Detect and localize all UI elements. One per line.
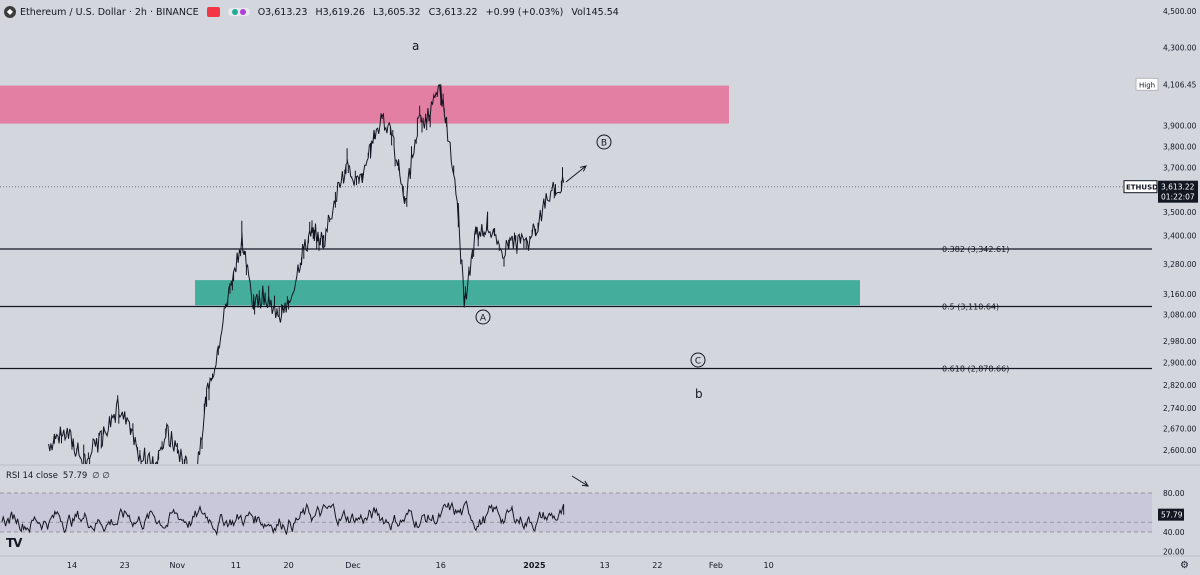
status-dots[interactable] (227, 8, 250, 16)
wave-B-label: B (601, 139, 607, 149)
wave-A-circle (475, 309, 491, 325)
high-value: H3,619.26 (315, 6, 365, 18)
price-tick-label: 3,500.00 (1163, 208, 1197, 217)
last-price-box (1158, 180, 1198, 203)
rsi-tick-label: 20.00 (1163, 548, 1185, 557)
price-tick-label: 3,160.00 (1163, 290, 1197, 299)
up-arrow (565, 165, 587, 183)
rsi-legend[interactable]: RSI 14 close 57.79 ∅ ∅ (6, 471, 110, 481)
countdown-label: 01:22:07 (1161, 193, 1195, 202)
rsi-band (0, 493, 1152, 532)
price-tick-label: 2,980.00 (1163, 337, 1197, 346)
price-tick-label: 3,080.00 (1163, 310, 1197, 319)
high-tag-label: High (1139, 81, 1155, 89)
rsi-tick-label: 80.00 (1163, 489, 1185, 498)
price-tick-label: 2,740.00 (1163, 404, 1197, 413)
settings-icon: ⚙ (1180, 560, 1189, 571)
price-tick-label: 2,820.00 (1163, 381, 1197, 390)
wave-a-label: a (412, 39, 419, 53)
rsi-line (1, 500, 565, 537)
time-tick-label: 23 (120, 561, 130, 570)
time-tick-label: 20 (283, 561, 293, 570)
rsi-name: RSI 14 close (6, 471, 58, 481)
ticker-tag-label: ETHUSD (1126, 184, 1158, 192)
rsi-tick-label: 40.00 (1163, 528, 1185, 537)
wave-A-label: A (480, 314, 487, 324)
market-open-icon (231, 9, 238, 15)
rsi-layer (1, 500, 565, 537)
price-tick-label: 3,800.00 (1163, 142, 1197, 151)
price-tick-label: 3,400.00 (1163, 231, 1197, 240)
fib-label: 0.382 (3,342.61) (942, 245, 1009, 254)
high-value-label: 4,106.45 (1163, 80, 1197, 89)
price-tick-label: 2,900.00 (1163, 359, 1197, 368)
time-tick-label: 10 (763, 561, 773, 570)
wave-B-circle (596, 134, 612, 150)
fib-levels-layer: 0.382 (3,342.61) 0.5 (3,110.64) 0.618 (2,8… (0, 186, 1152, 374)
support-zone (195, 280, 860, 306)
price-series-layer (48, 84, 565, 464)
wave-b-label: b (695, 387, 703, 401)
share-icon (239, 9, 246, 15)
tradingview-logo[interactable]: TV (6, 536, 23, 550)
low-value: L3,605.32 (373, 6, 421, 18)
time-tick-label: 2025 (523, 561, 546, 570)
rsi-arrow (571, 475, 589, 487)
price-series-line (48, 84, 565, 464)
time-tick-label: 14 (67, 561, 77, 570)
flag-icon[interactable] (206, 7, 220, 17)
change-value: +0.99 (+0.03%) (485, 6, 564, 18)
wave-C-label: C (695, 357, 701, 367)
time-tick-label: 11 (231, 561, 241, 570)
price-tick-label: 4,500.00 (1163, 7, 1197, 16)
price-tick-label: 3,700.00 (1163, 164, 1197, 173)
price-tick-label: 4,300.00 (1163, 43, 1197, 52)
rsi-arrow-head (581, 480, 589, 487)
fib-label: 0.5 (3,110.64) (942, 303, 999, 312)
time-tick-label: 16 (436, 561, 446, 570)
high-tag-box (1135, 77, 1159, 91)
time-tick-label: Nov (170, 561, 186, 570)
fib-label: 0.618 (2,878.66) (942, 365, 1009, 374)
price-tick-label: 2,670.00 (1163, 425, 1197, 434)
price-tick-label: 3,280.00 (1163, 260, 1197, 269)
annotations-layer: a b A B C (412, 39, 706, 487)
chart-header: ◆ Ethereum / U.S. Dollar · 2h · BINANCE … (4, 3, 624, 21)
volume-value: Vol145.54 (571, 6, 619, 18)
time-tick-label: Feb (709, 561, 723, 570)
price-tick-label: 3,900.00 (1163, 122, 1197, 131)
ethereum-icon: ◆ (4, 6, 16, 18)
axes-layer: 4,500.00 4,300.00 3,900.00 3,800.00 3,700.00… (0, 7, 1200, 571)
ticker-tag-box (1123, 180, 1158, 194)
rsi-value: 57.79 (62, 471, 88, 481)
open-value: O3,613.23 (257, 6, 308, 18)
time-tick-label: 13 (600, 561, 610, 570)
last-price-label: 3,613.22 (1161, 183, 1195, 192)
rsi-extra: ∅ ∅ (92, 471, 110, 481)
zones-layer (0, 85, 860, 306)
time-tick-label: 22 (652, 561, 662, 570)
close-value: C3,613.22 (428, 6, 478, 18)
rsi-current-label: 57.79 (1161, 511, 1183, 520)
symbol-title[interactable]: Ethereum / U.S. Dollar · 2h · BINANCE (20, 6, 199, 18)
up-arrow-head (580, 165, 587, 172)
time-tick-label: Dec (345, 561, 360, 570)
ohlc-values: O3,613.23 H3,619.26 L3,605.32 C3,613.22 … (258, 7, 624, 18)
price-tick-label: 2,600.00 (1163, 446, 1197, 455)
resistance-zone (0, 85, 729, 124)
wave-C-circle (690, 352, 706, 368)
rsi-current-box (1158, 508, 1184, 521)
rsi-background-layer (0, 464, 1200, 533)
